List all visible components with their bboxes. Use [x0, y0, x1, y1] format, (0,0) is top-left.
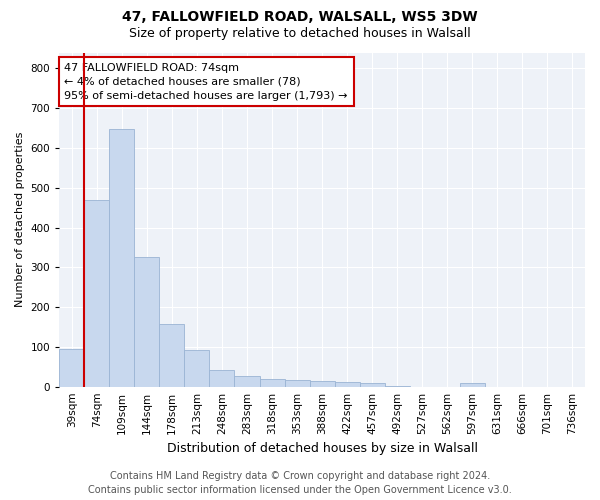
Bar — [184, 350, 209, 387]
Bar — [310, 380, 335, 386]
Bar — [160, 324, 184, 386]
Bar — [109, 129, 134, 386]
Bar — [359, 384, 385, 386]
Bar — [284, 380, 310, 386]
Bar — [260, 378, 284, 386]
Bar — [209, 370, 235, 386]
Text: 47, FALLOWFIELD ROAD, WALSALL, WS5 3DW: 47, FALLOWFIELD ROAD, WALSALL, WS5 3DW — [122, 10, 478, 24]
Bar — [84, 200, 109, 386]
Bar — [59, 349, 84, 387]
Text: Contains HM Land Registry data © Crown copyright and database right 2024.
Contai: Contains HM Land Registry data © Crown c… — [88, 471, 512, 495]
Text: Size of property relative to detached houses in Walsall: Size of property relative to detached ho… — [129, 28, 471, 40]
Bar — [134, 258, 160, 386]
X-axis label: Distribution of detached houses by size in Walsall: Distribution of detached houses by size … — [167, 442, 478, 455]
Bar — [235, 376, 260, 386]
Text: 47 FALLOWFIELD ROAD: 74sqm
← 4% of detached houses are smaller (78)
95% of semi-: 47 FALLOWFIELD ROAD: 74sqm ← 4% of detac… — [64, 62, 348, 100]
Y-axis label: Number of detached properties: Number of detached properties — [15, 132, 25, 308]
Bar — [460, 382, 485, 386]
Bar — [335, 382, 359, 386]
